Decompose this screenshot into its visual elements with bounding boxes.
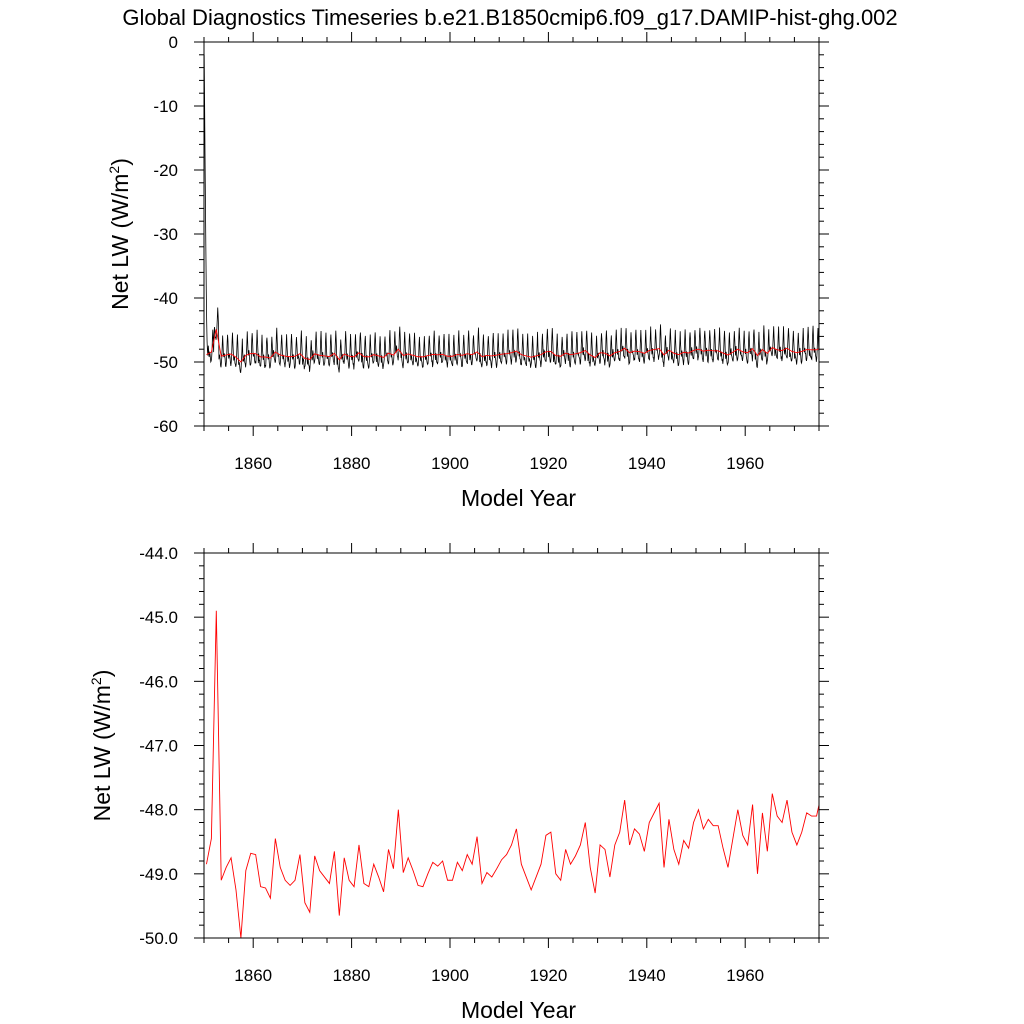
y-axis-label-close: ) bbox=[89, 670, 115, 678]
figure-title: Global Diagnostics Timeseries b.e21.B185… bbox=[122, 5, 897, 30]
y-tick-label: -40 bbox=[153, 289, 178, 308]
y-tick-label: -60 bbox=[153, 417, 178, 436]
y-tick-label: -50 bbox=[153, 353, 178, 372]
y-axis-label-superscript: 2 bbox=[88, 677, 104, 685]
annual-mean-series-line bbox=[206, 329, 819, 363]
y-tick-label: -45.0 bbox=[139, 608, 178, 627]
x-tick-label: 1860 bbox=[234, 454, 272, 473]
x-tick-label: 1960 bbox=[726, 454, 764, 473]
y-tick-label: -44.0 bbox=[139, 544, 178, 563]
x-tick-label: 1900 bbox=[431, 966, 469, 985]
bottom-panel: 1860 1880 1900 1920 1940 1960 -44.0 -45.0 -46.0 -… bbox=[88, 543, 829, 1023]
y-axis-label-superscript: 2 bbox=[106, 166, 122, 174]
x-tick-label: 1900 bbox=[431, 454, 469, 473]
y-axis-label-text: Net LW (W/m bbox=[89, 685, 115, 821]
y-tick-label: -46.0 bbox=[139, 672, 178, 691]
y-axis-label-text: Net LW (W/m bbox=[107, 174, 133, 310]
x-tick-label: 1940 bbox=[628, 966, 666, 985]
y-axis-label: Net LW (W/m2) bbox=[88, 670, 115, 822]
y-axis-label: Net LW (W/m2) bbox=[106, 158, 133, 310]
y-axis-label-close: ) bbox=[107, 158, 133, 166]
series-group bbox=[206, 610, 819, 938]
plot-frame bbox=[203, 41, 820, 427]
y-tick-label: 0 bbox=[169, 33, 178, 52]
x-axis-label: Model Year bbox=[461, 997, 576, 1023]
y-tick-label: -30 bbox=[153, 225, 178, 244]
annual-mean-series-line bbox=[206, 610, 819, 938]
plot-frame bbox=[203, 552, 820, 939]
x-tick-label: 1940 bbox=[628, 454, 666, 473]
y-tick-label: -10 bbox=[153, 97, 178, 116]
x-tick-label: 1960 bbox=[726, 966, 764, 985]
y-tick-label: -47.0 bbox=[139, 737, 178, 756]
x-tick-label: 1880 bbox=[333, 966, 371, 985]
x-tick-label: 1880 bbox=[333, 454, 371, 473]
y-tick-label: -50.0 bbox=[139, 929, 178, 948]
x-tick-label: 1920 bbox=[529, 966, 567, 985]
top-panel: 1860 1880 1900 1920 1940 1960 0 -10 -20 -30 -40 -50… bbox=[106, 32, 829, 511]
series-group bbox=[204, 54, 819, 373]
y-tick-label: -20 bbox=[153, 161, 178, 180]
x-axis-label: Model Year bbox=[461, 485, 576, 511]
monthly-series-line bbox=[204, 54, 819, 373]
y-tick-label: -49.0 bbox=[139, 865, 178, 884]
x-tick-label: 1860 bbox=[234, 966, 272, 985]
y-tick-label: -48.0 bbox=[139, 801, 178, 820]
x-tick-label: 1920 bbox=[529, 454, 567, 473]
